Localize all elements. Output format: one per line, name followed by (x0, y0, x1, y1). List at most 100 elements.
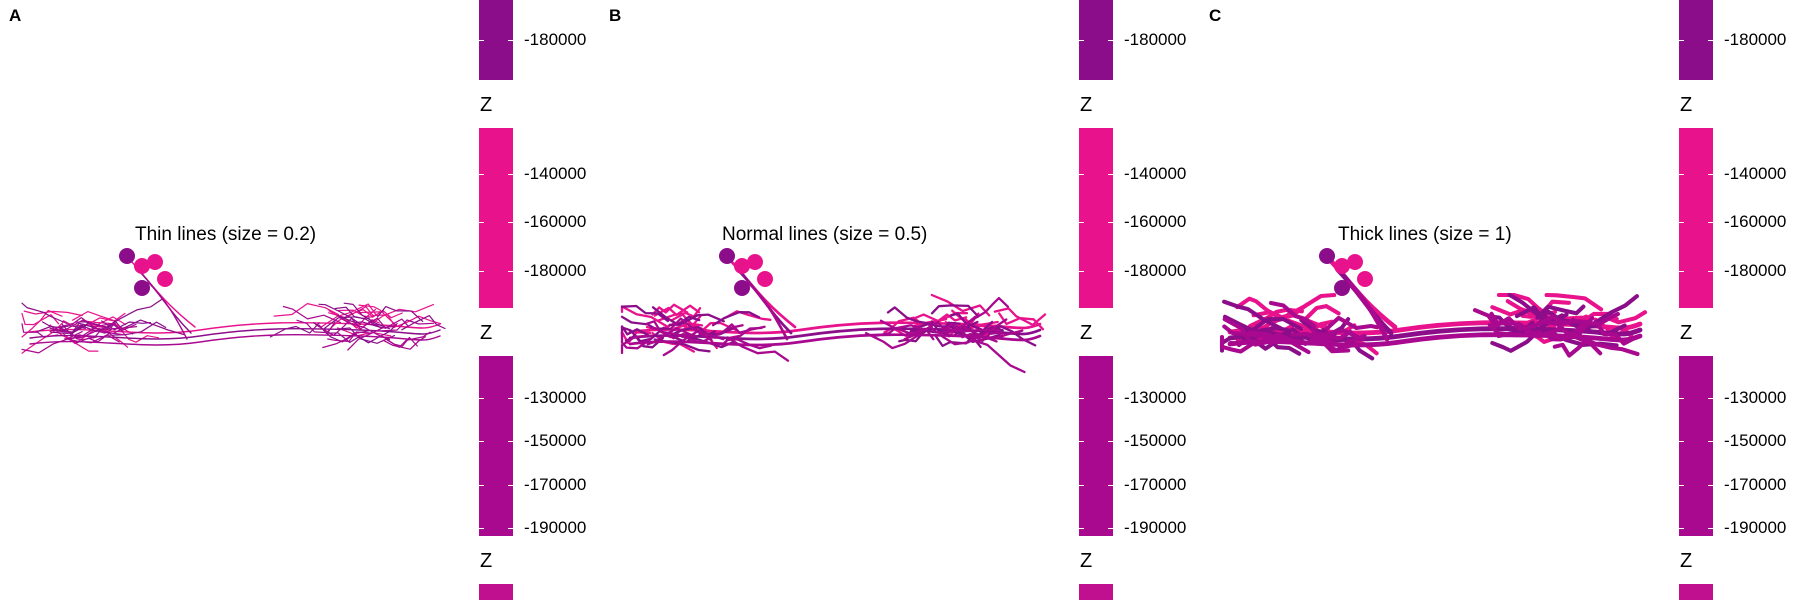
panel-label: B (609, 6, 622, 25)
dendrite-branch (886, 306, 935, 326)
dendrite-branch (682, 324, 744, 344)
dendrite-branch (1311, 328, 1365, 341)
tick-mark (479, 222, 484, 223)
dendrite-branch (993, 307, 1047, 327)
tick-label: -180000 (1124, 261, 1187, 280)
tick-mark (1079, 485, 1084, 486)
colorbar (1679, 0, 1713, 80)
dendrite-branch (106, 298, 163, 328)
tick-mark (508, 528, 513, 529)
dendrite-branch (21, 309, 63, 338)
primary-neurite (746, 280, 789, 341)
tick-mark (1079, 174, 1084, 175)
dendrite-branch (340, 317, 391, 341)
tick-mark (1708, 485, 1713, 486)
tick-label: -140000 (524, 164, 587, 183)
dendrite-branch (1557, 316, 1595, 339)
soma (119, 248, 135, 264)
tick-label: -140000 (1724, 164, 1787, 183)
dendrite-branch (318, 303, 362, 325)
dendrite-branch (1241, 317, 1304, 333)
soma (734, 280, 750, 296)
dendrite-branch (968, 296, 1010, 323)
dendrite-branch (1262, 331, 1325, 346)
dendrite-branch (1544, 292, 1604, 312)
neuron-plot (21, 248, 446, 354)
dendrite-branch (370, 303, 435, 325)
dendrite-branch (662, 330, 713, 357)
tick-mark (1108, 174, 1113, 175)
colorbar (479, 128, 513, 308)
dendrite-branch (21, 323, 59, 338)
tick-mark (1108, 271, 1113, 272)
tick-label: -190000 (1124, 518, 1187, 537)
tick-mark (479, 485, 484, 486)
dendrite-branch (726, 338, 773, 350)
soma (1347, 254, 1363, 270)
tick-mark (1108, 528, 1113, 529)
colorbar (1679, 356, 1713, 536)
legend-title: Z (480, 322, 493, 344)
tick-label: -180000 (1124, 30, 1187, 49)
tick-mark (1108, 485, 1113, 486)
tick-mark (1079, 222, 1084, 223)
dendrite-branch (903, 320, 960, 341)
legend-title: Z (1080, 94, 1093, 116)
tick-mark (1108, 222, 1113, 223)
dendrite-branch (620, 331, 652, 350)
legend-title: Z (1680, 550, 1693, 572)
soma (1357, 271, 1373, 287)
dendrite-branch (927, 315, 977, 334)
dendrite-branch (1324, 315, 1380, 331)
dendrite-branch (61, 323, 110, 336)
dendrite-branch (382, 336, 427, 350)
dendrite-branch (380, 319, 435, 332)
panel-label: A (9, 6, 22, 25)
soma (757, 271, 773, 287)
tick-mark (1708, 222, 1713, 223)
tick-label: -180000 (524, 30, 587, 49)
tick-mark (1679, 174, 1684, 175)
tick-mark (508, 398, 513, 399)
soma (747, 254, 763, 270)
neuron-plot (620, 248, 1047, 374)
color-legend: -180000 Z -140000 -160000 -180000 Z -130… (1676, 0, 1800, 600)
dendrite-branch (21, 331, 83, 354)
colorbar (1079, 128, 1113, 308)
tick-label: -160000 (1724, 212, 1787, 231)
dendrite-branch (930, 304, 980, 318)
colorbar (479, 356, 513, 536)
tick-label: -190000 (524, 518, 587, 537)
dendrite-branch (620, 334, 653, 355)
tick-mark (1679, 441, 1684, 442)
dendrite-branch (282, 305, 342, 324)
tick-mark (508, 485, 513, 486)
tick-mark (479, 174, 484, 175)
soma (1334, 258, 1350, 274)
tick-label: -150000 (1724, 431, 1787, 450)
tick-mark (479, 441, 484, 442)
dendrite-branch (1516, 319, 1568, 339)
dendrite-branch (322, 330, 370, 349)
legend-title: Z (1680, 322, 1693, 344)
soma (1319, 248, 1335, 264)
dendrite-branch (401, 314, 446, 331)
soma (147, 254, 163, 270)
legend-title: Z (480, 550, 493, 572)
tick-mark (1708, 174, 1713, 175)
dendrite-branch (620, 304, 670, 323)
dendrite-branch (109, 321, 167, 336)
color-legend: -180000 Z -140000 -160000 -180000 Z -130… (476, 0, 600, 600)
tick-label: -150000 (524, 431, 587, 450)
dendrite-branch (1490, 329, 1540, 353)
dendrite-branch (864, 332, 922, 350)
dendrite-branch (315, 317, 362, 336)
tick-label: -170000 (1724, 475, 1787, 494)
colorbar (1679, 584, 1713, 600)
primary-neurite (1345, 279, 1390, 342)
tick-label: -170000 (1124, 475, 1187, 494)
tick-label: -180000 (1724, 261, 1787, 280)
tick-mark (479, 398, 484, 399)
tick-mark (1679, 271, 1684, 272)
dendrite-branch (1535, 304, 1586, 320)
